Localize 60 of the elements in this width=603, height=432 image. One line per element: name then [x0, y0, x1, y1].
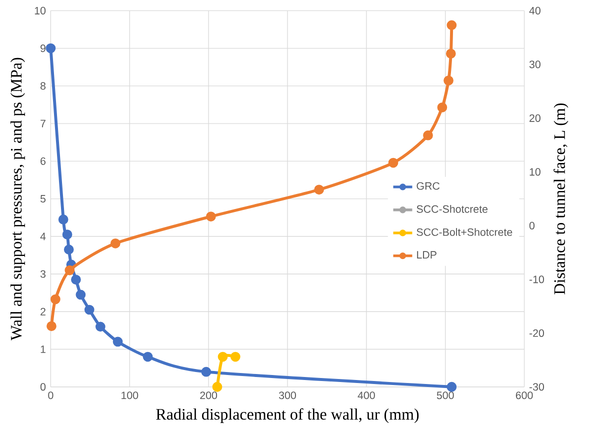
point [50, 294, 60, 304]
y-tick-label: 7 [40, 120, 46, 128]
y2-tick-label: -10 [529, 276, 544, 284]
x-tick-label: 100 [122, 391, 138, 400]
point [423, 130, 433, 140]
x-tick-label: 300 [278, 391, 296, 400]
point [64, 265, 75, 276]
y-tick-label: 10 [34, 6, 46, 14]
point [218, 352, 228, 362]
point [95, 322, 106, 332]
point [64, 244, 74, 254]
point [446, 48, 456, 58]
point [46, 321, 56, 331]
y2-tick-label: -30 [529, 382, 544, 391]
legend-label: SCC-Bolt+Shotcrete [416, 228, 512, 236]
y2-tick-label: 10 [530, 168, 540, 176]
y-tick-label: 4 [40, 232, 46, 240]
y2-tick-label: 40 [529, 6, 540, 14]
point [446, 382, 457, 392]
y-axis-title: Wall and support pressures, pi and ps (MPa) [10, 58, 25, 340]
x-tick-label: 0 [48, 391, 54, 400]
point [58, 214, 68, 224]
point [314, 184, 324, 194]
x-tick-label: 500 [436, 391, 454, 400]
point [62, 229, 72, 240]
point [110, 238, 120, 248]
point [71, 274, 81, 284]
legend-label: GRC [416, 182, 440, 190]
legend-label: SCC-Shotcrete [416, 204, 488, 213]
point [206, 211, 216, 222]
y-tick-label: 3 [40, 270, 46, 278]
x-axis-title: Radial displacement of the wall, ur (mm) [156, 408, 419, 423]
point [76, 290, 86, 300]
point [142, 352, 153, 362]
point [212, 382, 222, 392]
point [230, 352, 240, 362]
point [446, 20, 457, 30]
point [201, 366, 212, 377]
point [84, 304, 94, 315]
y-tick-label: 2 [40, 308, 46, 316]
y-tick-label: 6 [40, 157, 46, 165]
legend-label: LDP [417, 251, 436, 258]
x-tick-label: 200 [200, 391, 218, 400]
y2-tick-label: 0 [529, 222, 535, 230]
y2-tick-label: 30 [529, 60, 540, 68]
y2-tick-label: 20 [530, 114, 540, 122]
point [46, 43, 56, 54]
y2-tick-label: -20 [529, 329, 544, 337]
y-tick-label: 1 [40, 345, 46, 353]
y-tick-label: 8 [40, 82, 46, 90]
x-tick-label: 400 [358, 391, 375, 400]
y-tick-label: 0 [40, 382, 46, 391]
point [437, 102, 448, 112]
x-tick-label: 600 [516, 391, 533, 400]
point [444, 75, 454, 86]
point [388, 158, 398, 168]
point [112, 336, 123, 347]
y-tick-label: 9 [40, 44, 46, 52]
y2-axis-title: Distance to tunnel face, L (m) [554, 103, 568, 294]
y-tick-label: 5 [40, 194, 46, 202]
